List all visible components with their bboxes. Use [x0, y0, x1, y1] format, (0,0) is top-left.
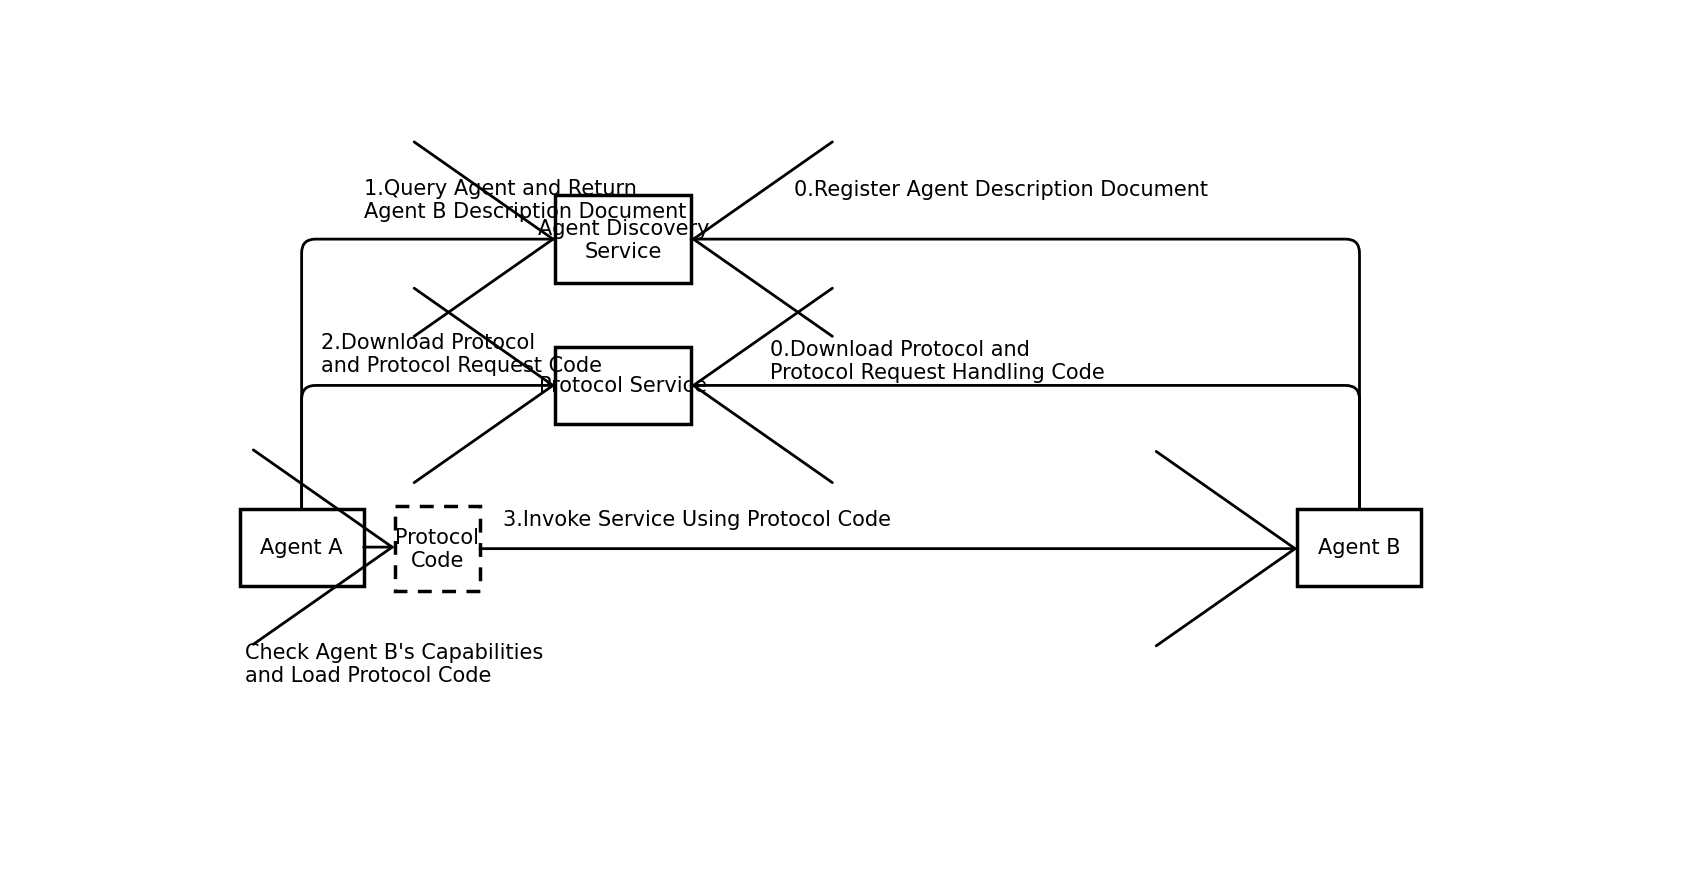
Bar: [240, 509, 364, 586]
Text: Protocol
Code: Protocol Code: [394, 527, 479, 571]
Text: Agent Discovery
Service: Agent Discovery Service: [537, 218, 709, 261]
Text: 3.Invoke Service Using Protocol Code: 3.Invoke Service Using Protocol Code: [503, 510, 891, 530]
Bar: [556, 196, 692, 284]
Text: 2.Download Protocol
and Protocol Request Code: 2.Download Protocol and Protocol Request…: [321, 332, 602, 375]
Text: Agent B: Agent B: [1318, 538, 1401, 558]
Bar: [556, 347, 692, 424]
Text: Agent A: Agent A: [260, 538, 343, 558]
Text: 0.Download Protocol and
Protocol Request Handling Code: 0.Download Protocol and Protocol Request…: [770, 339, 1105, 383]
Text: Protocol Service: Protocol Service: [539, 376, 707, 396]
Text: Check Agent B's Capabilities
and Load Protocol Code: Check Agent B's Capabilities and Load Pr…: [245, 642, 544, 685]
Text: 1.Query Agent and Return
Agent B Description Document: 1.Query Agent and Return Agent B Descrip…: [364, 178, 687, 222]
Bar: [394, 507, 479, 591]
Bar: [1297, 509, 1421, 586]
Text: 0.Register Agent Description Document: 0.Register Agent Description Document: [794, 180, 1207, 200]
